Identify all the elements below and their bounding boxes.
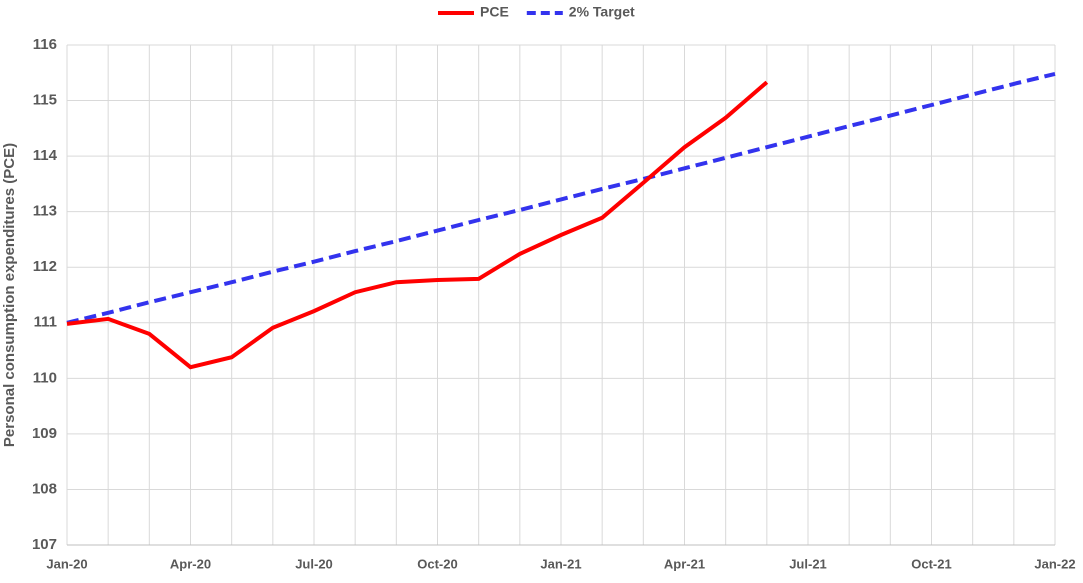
x-tick-label: Oct-21 bbox=[911, 556, 951, 571]
y-tick-label: 115 bbox=[33, 92, 57, 109]
x-tick-label: Oct-20 bbox=[417, 556, 457, 571]
x-tick-label: Jan-20 bbox=[46, 556, 87, 571]
x-tick-label: Apr-20 bbox=[170, 556, 211, 571]
y-tick-label: 110 bbox=[33, 369, 57, 386]
x-tick-label: Jul-20 bbox=[295, 556, 333, 571]
data-line bbox=[66, 80, 769, 370]
y-tick-label: 113 bbox=[33, 203, 57, 220]
y-tick-label: 109 bbox=[32, 425, 57, 442]
y-tick-label: 112 bbox=[33, 258, 57, 275]
x-tick-label: Apr-21 bbox=[664, 556, 705, 571]
y-tick-label: 107 bbox=[32, 536, 57, 553]
y-tick-label: 116 bbox=[33, 36, 57, 53]
data-line bbox=[66, 71, 1056, 325]
legend-label: 2% Target bbox=[569, 4, 635, 20]
x-tick-label: Jan-21 bbox=[540, 556, 581, 571]
y-tick-label: 114 bbox=[33, 147, 58, 164]
x-tick-label: Jan-22 bbox=[1034, 556, 1075, 571]
y-tick-label: 108 bbox=[32, 480, 57, 497]
legend-label: PCE bbox=[480, 4, 509, 20]
y-axis-label: Personal consumption expenditures (PCE) bbox=[1, 143, 18, 447]
x-tick-label: Jul-21 bbox=[789, 556, 827, 571]
y-tick-label: 111 bbox=[34, 314, 57, 331]
